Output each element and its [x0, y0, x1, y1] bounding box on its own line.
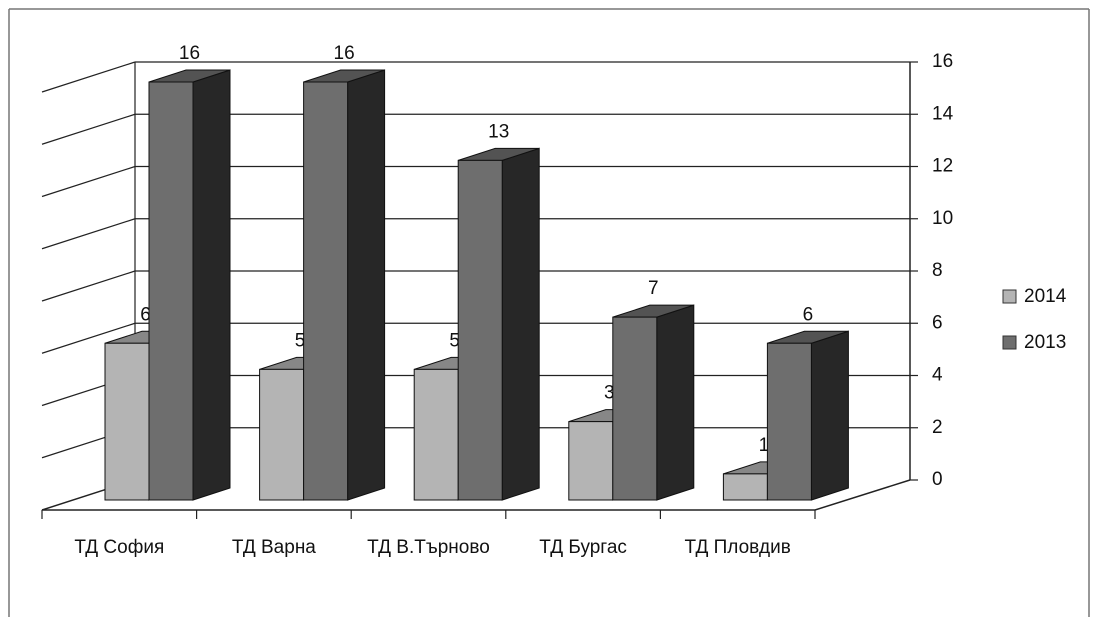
bar-front [413, 368, 459, 501]
side-grid-line [41, 165, 136, 198]
x-tick-label: ТД Бургас [539, 537, 627, 558]
bar-front [259, 368, 305, 501]
side-grid-line [41, 61, 136, 93]
legend-label: 2014 [1024, 286, 1067, 307]
bar-front [104, 342, 150, 501]
y-tick-label: 2 [932, 417, 943, 438]
bar-front [722, 473, 768, 501]
y-tick-label: 10 [932, 208, 953, 229]
bar-side [347, 69, 386, 501]
bar-side [192, 69, 231, 501]
y-tick-label: 6 [932, 312, 943, 333]
data-label: 5 [295, 330, 306, 351]
bar [766, 330, 849, 501]
x-tick-label: ТД Пловдив [684, 537, 791, 558]
bar-front [457, 159, 503, 501]
data-label: 1 [759, 435, 770, 456]
legend-swatch [1002, 289, 1017, 304]
bar-front [303, 81, 349, 501]
data-label: 7 [648, 278, 659, 299]
x-tick-label: ТД Варна [231, 537, 316, 558]
data-label: 13 [488, 121, 509, 142]
bar-front [148, 81, 194, 501]
y-tick-label: 4 [932, 365, 943, 386]
bar [303, 69, 386, 501]
bar [457, 147, 540, 501]
y-tick-label: 0 [932, 469, 943, 490]
data-label: 16 [179, 43, 200, 64]
bar-side [501, 147, 540, 501]
side-grid-line [41, 322, 136, 354]
bar [612, 304, 695, 501]
bar [148, 69, 231, 501]
data-label: 5 [449, 330, 460, 351]
data-label: 3 [604, 383, 615, 404]
legend-swatch [1002, 335, 1017, 350]
y-tick-label: 14 [932, 103, 954, 124]
y-tick-label: 8 [932, 260, 943, 281]
legend-label: 2013 [1024, 332, 1066, 353]
side-grid-line [41, 113, 136, 145]
bar-side [810, 330, 849, 501]
data-label: 16 [334, 43, 355, 64]
bar-front [612, 316, 658, 501]
bar-side [656, 304, 695, 501]
bar-front [568, 421, 614, 501]
data-label: 6 [803, 304, 814, 325]
data-label: 6 [140, 304, 151, 325]
x-tick-label: ТД В.Търново [367, 537, 490, 558]
side-grid-line [41, 218, 136, 250]
bar-front [766, 342, 812, 501]
x-tick-label: ТД София [74, 537, 165, 558]
y-tick-label: 16 [932, 51, 953, 72]
side-grid-line [41, 270, 136, 302]
y-tick-label: 12 [932, 156, 953, 177]
